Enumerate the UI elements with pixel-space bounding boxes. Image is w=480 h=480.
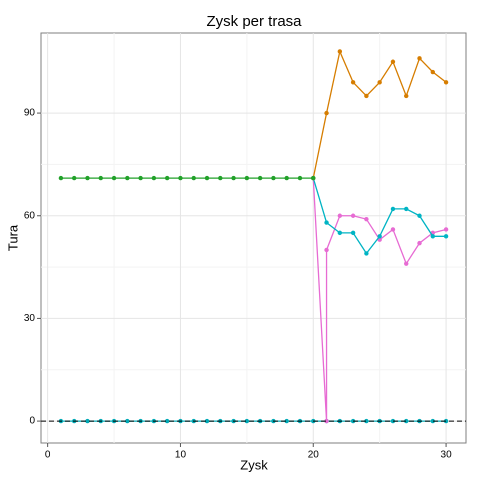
x-tick-label: 30 [441, 450, 453, 461]
data-point [417, 213, 422, 218]
x-tick-label: 20 [308, 450, 320, 461]
data-point [151, 175, 157, 181]
data-point [72, 175, 77, 181]
x-tick-label: 10 [175, 450, 187, 461]
data-point [377, 234, 382, 239]
data-point [390, 227, 396, 232]
data-point [443, 80, 449, 85]
data-point [417, 240, 422, 246]
data-point [85, 175, 90, 181]
data-point [271, 175, 276, 181]
data-point [430, 418, 435, 424]
data-point [311, 175, 316, 181]
data-point [111, 175, 117, 181]
data-point [231, 175, 236, 181]
series-line [312, 178, 447, 422]
data-point [443, 234, 449, 239]
data-point [284, 418, 289, 424]
data-point [337, 230, 343, 236]
data-point [443, 227, 449, 232]
data-point [204, 418, 210, 424]
data-point [364, 93, 369, 99]
data-point [350, 230, 356, 236]
data-point [430, 234, 435, 239]
data-point [218, 175, 223, 181]
data-point [324, 110, 329, 116]
data-point [164, 418, 170, 424]
data-point [284, 175, 289, 181]
data-point [390, 59, 396, 64]
data-point [257, 175, 263, 181]
data-point [390, 418, 396, 424]
y-tick-label: 90 [24, 108, 36, 119]
data-point [364, 216, 369, 222]
x-axis-label: Zysk [240, 457, 268, 472]
y-tick-label: 60 [24, 210, 36, 221]
data-point [125, 175, 130, 181]
data-point [98, 175, 103, 181]
data-point [443, 418, 449, 424]
data-point [364, 418, 369, 424]
data-point [350, 213, 356, 218]
data-point [178, 175, 183, 181]
data-point [244, 175, 250, 181]
data-point [204, 175, 210, 181]
data-point [350, 80, 356, 85]
data-point [324, 220, 329, 225]
data-point [138, 175, 143, 181]
data-point [324, 247, 329, 253]
y-axis-label: Tura [5, 224, 20, 251]
data-point [337, 213, 343, 218]
x-tick-label: 0 [45, 450, 51, 461]
data-point [337, 49, 343, 54]
data-point [404, 261, 409, 266]
y-tick-label: 0 [29, 416, 35, 427]
data-point [324, 418, 329, 424]
data-point [297, 175, 303, 181]
data-point [377, 80, 382, 85]
data-point [404, 206, 409, 212]
data-point [404, 418, 409, 424]
data-point [404, 93, 409, 99]
data-point [125, 418, 130, 424]
data-point [364, 251, 369, 256]
plot-panel [40, 32, 467, 444]
data-point [244, 418, 250, 424]
data-point [191, 175, 196, 181]
y-tick-label: 30 [24, 313, 36, 324]
data-point [164, 175, 170, 181]
data-point [58, 175, 64, 181]
data-point [417, 56, 422, 61]
data-point [85, 418, 90, 424]
chart-title: Zysk per trasa [206, 13, 302, 30]
data-point [390, 206, 396, 212]
data-point [430, 69, 435, 75]
